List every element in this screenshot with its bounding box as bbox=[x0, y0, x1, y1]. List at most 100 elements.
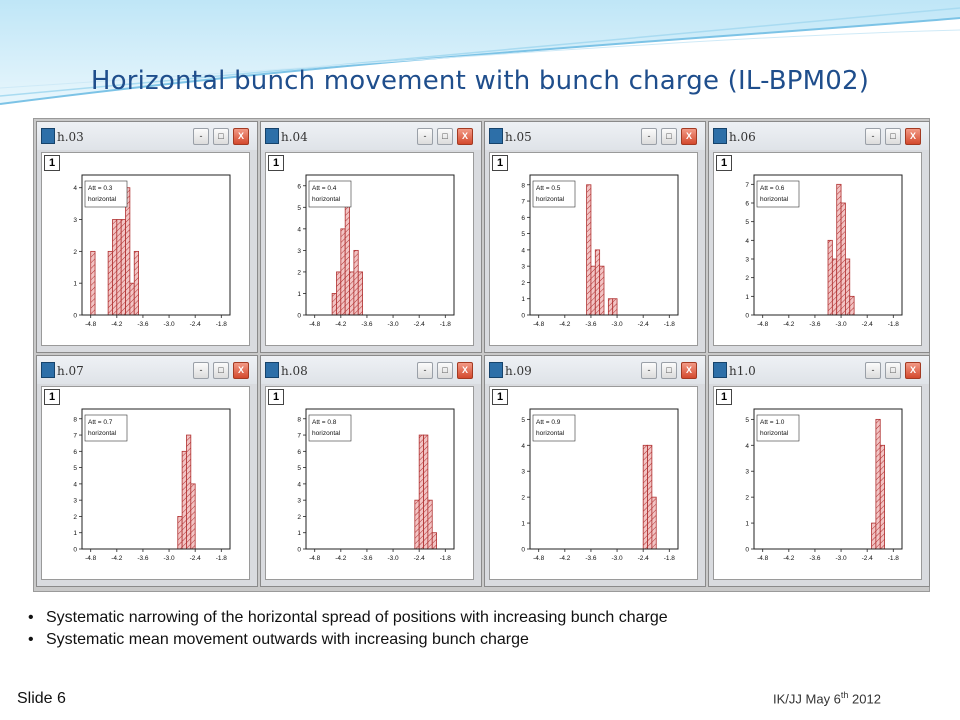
bullet-text: Systematic mean movement outwards with i… bbox=[46, 631, 529, 648]
legend-text: Att = 0.8 bbox=[312, 419, 337, 426]
maximize-button[interactable]: □ bbox=[437, 362, 453, 379]
graph-window-icon bbox=[41, 128, 55, 144]
y-tick-label: 2 bbox=[297, 514, 301, 521]
window-titlebar[interactable]: h.03 - □ X bbox=[37, 122, 257, 150]
histogram-window[interactable]: h.08 - □ X 1 0 1 2 3 4 5 6 7 8 -4.8 -4.2 -3.6 -3.0 -2.4 -1.… bbox=[260, 355, 482, 587]
plot-frame bbox=[529, 408, 679, 550]
window-title: h.09 bbox=[505, 364, 532, 378]
window-titlebar[interactable]: h.06 - □ X bbox=[709, 122, 929, 150]
minimize-button[interactable]: - bbox=[417, 362, 433, 379]
histogram-window[interactable]: h.03 - □ X 1 0 1 2 3 4 -4.8 -4.2 -3.6 -3.0 -2.4 -1.8 Att… bbox=[36, 121, 258, 353]
plot-panel: 1 0 1 2 3 4 5 6 7 8 -4.8 -4.2 -3.6 -3.0 -2.4 -1.8 Att = … bbox=[265, 386, 474, 580]
y-tick-label: 3 bbox=[73, 217, 77, 224]
histogram-window[interactable]: h.05 - □ X 1 0 1 2 3 4 5 6 7 8 -4.8 -4.2 -3.6 -3.0 -2.4 -1.… bbox=[484, 121, 706, 353]
x-tick-label: -4.2 bbox=[559, 555, 571, 562]
plot-panel: 1 0 1 2 3 4 5 -4.8 -4.2 -3.6 -3.0 -2.4 -1.8 Att = 0.9… bbox=[489, 386, 698, 580]
window-titlebar[interactable]: h.04 - □ X bbox=[261, 122, 481, 150]
histogram-window[interactable]: h1.0 - □ X 1 0 1 2 3 4 5 -4.8 -4.2 -3.6 -3.0 -2.4 -1.8 At… bbox=[708, 355, 930, 587]
layer-index[interactable]: 1 bbox=[44, 155, 60, 171]
histogram-bar bbox=[845, 258, 851, 316]
footer-text: IK/JJ May 6 bbox=[773, 691, 841, 707]
close-button[interactable]: X bbox=[905, 362, 921, 379]
maximize-button[interactable]: □ bbox=[885, 128, 901, 145]
x-tick-label: -1.8 bbox=[888, 321, 900, 328]
x-tick-label: -1.8 bbox=[664, 555, 676, 562]
layer-index[interactable]: 1 bbox=[268, 389, 284, 405]
histogram-window[interactable]: h.04 - □ X 1 0 1 2 3 4 5 6 -4.8 -4.2 -3.6 -3.0 -2.4 -1.8 A… bbox=[260, 121, 482, 353]
y-tick-label: 4 bbox=[521, 247, 525, 254]
close-button[interactable]: X bbox=[905, 128, 921, 145]
y-tick-label: 1 bbox=[73, 281, 77, 288]
close-button[interactable]: X bbox=[457, 362, 473, 379]
window-title: h.06 bbox=[729, 130, 756, 144]
legend-text: Att = 0.4 bbox=[312, 185, 337, 192]
minimize-button[interactable]: - bbox=[641, 362, 657, 379]
histogram-bar bbox=[827, 239, 833, 316]
layer-index[interactable]: 1 bbox=[268, 155, 284, 171]
maximize-button[interactable]: □ bbox=[661, 128, 677, 145]
legend-text: Att = 0.6 bbox=[760, 185, 785, 192]
histogram-bar bbox=[607, 298, 614, 316]
minimize-button[interactable]: - bbox=[193, 362, 209, 379]
window-titlebar[interactable]: h.05 - □ X bbox=[485, 122, 705, 150]
footer-sup: th bbox=[840, 690, 849, 700]
window-titlebar[interactable]: h1.0 - □ X bbox=[709, 356, 929, 384]
plot-panel: 1 0 1 2 3 4 5 -4.8 -4.2 -3.6 -3.0 -2.4 -1.8 Att = 1.0… bbox=[713, 386, 922, 580]
minimize-button[interactable]: - bbox=[641, 128, 657, 145]
close-button[interactable]: X bbox=[681, 362, 697, 379]
window-titlebar[interactable]: h.07 - □ X bbox=[37, 356, 257, 384]
x-tick-label: -3.6 bbox=[361, 321, 373, 328]
minimize-button[interactable]: - bbox=[417, 128, 433, 145]
x-tick-label: -1.8 bbox=[216, 321, 228, 328]
maximize-button[interactable]: □ bbox=[213, 362, 229, 379]
histogram-bar bbox=[357, 271, 363, 316]
minimize-button[interactable]: - bbox=[865, 362, 881, 379]
window-titlebar[interactable]: h.09 - □ X bbox=[485, 356, 705, 384]
maximize-button[interactable]: □ bbox=[661, 362, 677, 379]
window-title: h1.0 bbox=[729, 364, 756, 378]
histogram-bar bbox=[831, 258, 838, 316]
histogram-chart: 0 1 2 3 4 5 6 7 8 -4.8 -4.2 -3.6 -3.0 -2.4 -1.8 Att = 0… bbox=[521, 174, 679, 328]
histogram-window[interactable]: h.09 - □ X 1 0 1 2 3 4 5 -4.8 -4.2 -3.6 -3.0 -2.4 -1.8 At… bbox=[484, 355, 706, 587]
layer-index[interactable]: 1 bbox=[492, 389, 508, 405]
histogram-window[interactable]: h.06 - □ X 1 0 1 2 3 4 5 6 7 -4.8 -4.2 -3.6 -3.0 -2.4 -1.8… bbox=[708, 121, 930, 353]
y-tick-label: 1 bbox=[745, 294, 749, 301]
histogram-bar bbox=[431, 532, 437, 550]
graph-window-icon bbox=[41, 362, 55, 378]
y-tick-label: 0 bbox=[297, 313, 301, 320]
close-button[interactable]: X bbox=[233, 362, 249, 379]
minimize-button[interactable]: - bbox=[193, 128, 209, 145]
histogram-bar bbox=[336, 271, 342, 316]
histogram-chart: 0 1 2 3 4 5 6 7 8 -4.8 -4.2 -3.6 -3.0 -2.4 -1.8 Att = 0… bbox=[73, 408, 231, 562]
layer-index[interactable]: 1 bbox=[716, 155, 732, 171]
y-tick-label: 2 bbox=[745, 495, 749, 502]
plot-frame bbox=[305, 408, 455, 550]
layer-index[interactable]: 1 bbox=[492, 155, 508, 171]
layer-index[interactable]: 1 bbox=[716, 389, 732, 405]
minimize-button[interactable]: - bbox=[865, 128, 881, 145]
close-button[interactable]: X bbox=[457, 128, 473, 145]
maximize-button[interactable]: □ bbox=[885, 362, 901, 379]
x-tick-label: -4.8 bbox=[309, 321, 321, 328]
histogram-bar bbox=[590, 265, 596, 316]
histogram-bar bbox=[879, 444, 885, 550]
close-button[interactable]: X bbox=[233, 128, 249, 145]
histogram-window[interactable]: h.07 - □ X 1 0 1 2 3 4 5 6 7 8 -4.8 -4.2 -3.6 -3.0 -2.4 -1.… bbox=[36, 355, 258, 587]
window-titlebar[interactable]: h.08 - □ X bbox=[261, 356, 481, 384]
maximize-button[interactable]: □ bbox=[213, 128, 229, 145]
histogram-chart: 0 1 2 3 4 5 -4.8 -4.2 -3.6 -3.0 -2.4 -1.8 Att = 0.9 h… bbox=[521, 408, 679, 562]
x-tick-label: -1.8 bbox=[440, 321, 452, 328]
plot-frame bbox=[81, 174, 231, 316]
y-tick-label: 6 bbox=[745, 201, 749, 208]
bullet-item: • Systematic mean movement outwards with … bbox=[28, 631, 668, 649]
y-tick-label: 5 bbox=[521, 417, 525, 424]
histogram-bar bbox=[599, 265, 605, 316]
x-tick-label: -4.8 bbox=[533, 321, 545, 328]
legend-box bbox=[308, 414, 352, 442]
layer-index[interactable]: 1 bbox=[44, 389, 60, 405]
y-tick-label: 3 bbox=[297, 498, 301, 505]
x-tick-label: -2.4 bbox=[190, 321, 202, 328]
y-tick-label: 2 bbox=[73, 249, 77, 256]
maximize-button[interactable]: □ bbox=[437, 128, 453, 145]
close-button[interactable]: X bbox=[681, 128, 697, 145]
